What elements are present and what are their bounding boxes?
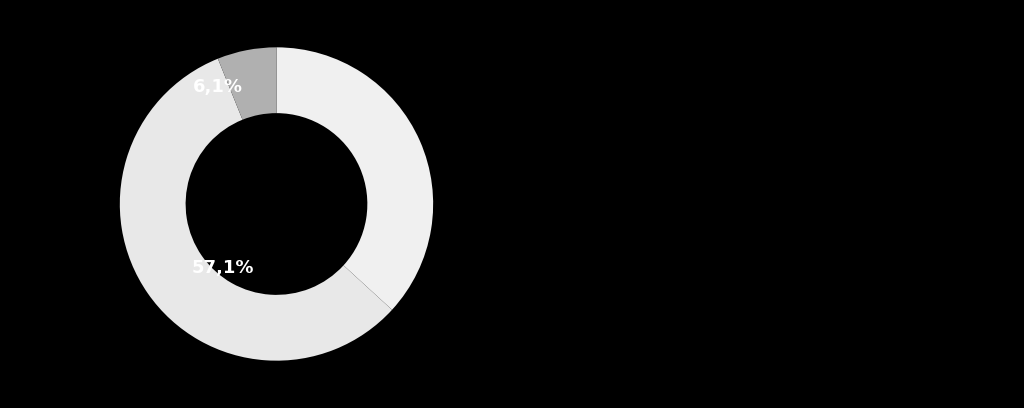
Wedge shape (120, 59, 392, 361)
Wedge shape (276, 47, 433, 310)
Text: 6,1%: 6,1% (193, 78, 243, 96)
Text: 57,1%: 57,1% (191, 259, 254, 277)
Wedge shape (218, 47, 276, 120)
